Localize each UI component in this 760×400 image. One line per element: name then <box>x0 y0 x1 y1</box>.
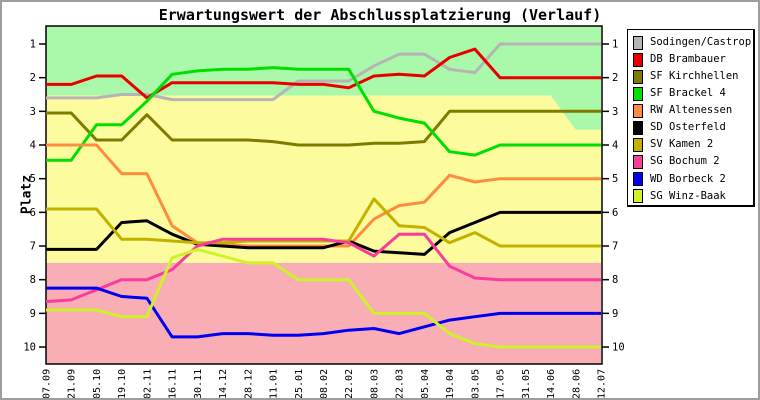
legend-label: DB Brambauer <box>650 52 726 65</box>
y-tick-label-right: 9 <box>612 308 618 320</box>
legend-label: SG Bochum 2 <box>650 155 720 168</box>
y-tick-label-right: 7 <box>612 241 618 253</box>
legend-item-sd-osterfeld: SD Osterfeld <box>628 119 753 136</box>
x-tick-label-02-11: 02.11 <box>142 369 153 398</box>
plot-frame <box>45 25 603 365</box>
y-tick-label-left: 1 <box>30 39 36 51</box>
legend-label: WD Borbeck 2 <box>650 172 726 185</box>
y-tick-label-left: 4 <box>30 140 36 152</box>
legend-item-sf-kirchhellen: SF Kirchhellen <box>628 68 753 85</box>
series-line-sodingen-castrop-2 <box>46 42 601 102</box>
x-tick-label-21-09: 21.09 <box>67 369 78 398</box>
legend-item-wd-borbeck-2: WD Borbeck 2 <box>628 171 753 188</box>
y-tick-label-left: 5 <box>30 173 36 185</box>
legend-item-sg-winz-baak: SG Winz-Baak <box>628 188 753 205</box>
legend-label: SD Osterfeld <box>650 121 726 134</box>
legend-item-sf-brackel-4: SF Brackel 4 <box>628 85 753 102</box>
legend-label: RW Altenessen <box>650 104 733 117</box>
legend-swatch-rw-altenessen <box>633 103 643 118</box>
legend-swatch-wd-borbeck-2 <box>633 172 643 187</box>
y-tick-label-right: 1 <box>612 39 618 51</box>
y-tick-label-left: 9 <box>30 308 36 320</box>
y-tick-label-right: 2 <box>612 72 618 84</box>
x-tick-label-14-06: 14.06 <box>546 369 557 398</box>
y-tick-label-right: 3 <box>612 106 618 118</box>
series-line-db-brambauer <box>46 47 601 100</box>
legend-label: SF Brackel 4 <box>650 87 726 100</box>
x-tick-label-30-11: 30.11 <box>193 369 204 398</box>
legend-item-sodingen-castrop-2: Sodingen/Castrop 2 <box>628 34 758 51</box>
y-tick-label-right: 6 <box>612 207 618 219</box>
legend-swatch-sf-brackel-4 <box>633 86 643 101</box>
series-line-sf-brackel-4 <box>46 66 601 162</box>
series-line-sv-kamen-2 <box>46 197 601 248</box>
series-line-sf-kirchhellen <box>46 109 601 147</box>
y-tick-label-left: 2 <box>30 72 36 84</box>
legend-swatch-sv-kamen-2 <box>633 138 643 153</box>
midtable-zone-yellow <box>46 95 601 263</box>
x-tick-label-28-12: 28.12 <box>243 369 254 398</box>
y-tick-label-right: 8 <box>612 274 618 286</box>
series-line-sg-bochum-2 <box>45 232 601 304</box>
y-tick-label-left: 3 <box>30 106 36 118</box>
x-tick-label-07-09: 07.09 <box>42 369 53 398</box>
legend-item-rw-altenessen: RW Altenessen <box>628 102 753 119</box>
x-tick-label-05-10: 05.10 <box>92 369 103 398</box>
x-tick-label-12-07: 12.07 <box>597 369 608 398</box>
legend-label: SV Kamen 2 <box>650 138 714 151</box>
x-tick-label-17-05: 17.05 <box>496 369 507 398</box>
legend-swatch-sf-kirchhellen <box>633 69 643 84</box>
legend-label: SG Winz-Baak <box>650 189 726 202</box>
series-line-sg-winz-baak <box>46 247 601 349</box>
x-tick-label-16-11: 16.11 <box>168 369 179 398</box>
legend-item-sg-bochum-2: SG Bochum 2 <box>628 154 753 171</box>
legend-box: Sodingen/Castrop 2 DB Brambauer SF Kirchhe… <box>627 29 758 207</box>
x-tick-label-08-02: 08.02 <box>319 369 330 398</box>
y-tick-label-left: 10 <box>23 342 36 354</box>
legend-label: Sodingen/Castrop 2 <box>650 35 760 48</box>
x-tick-label-05-04: 05.04 <box>420 369 431 398</box>
legend-swatch-sodingen-castrop-2 <box>633 35 643 50</box>
series-line-rw-altenessen <box>46 143 601 248</box>
y-tick-label-left: 7 <box>30 241 36 253</box>
x-tick-label-28-06: 28.06 <box>571 369 582 398</box>
x-tick-label-19-04: 19.04 <box>445 369 456 398</box>
legend-swatch-sg-bochum-2 <box>633 155 643 170</box>
y-tick-label-right: 5 <box>612 173 618 185</box>
legend-swatch-sd-osterfeld <box>633 121 643 136</box>
x-tick-label-11-01: 11.01 <box>269 369 280 398</box>
x-tick-label-19-10: 19.10 <box>117 369 128 398</box>
legend-item-sv-kamen-2: SV Kamen 2 <box>628 137 753 154</box>
series-line-wd-borbeck-2 <box>46 286 601 339</box>
y-tick-label-right: 10 <box>612 342 625 354</box>
legend-item-db-brambauer: DB Brambauer <box>628 51 753 68</box>
y-tick-label-left: 8 <box>30 274 36 286</box>
legend-swatch-db-brambauer <box>633 52 643 67</box>
chart-title: Erwartungswert der Abschlussplatzierung … <box>158 6 602 24</box>
legend-label: SF Kirchhellen <box>650 69 739 82</box>
x-tick-label-22-03: 22.03 <box>395 369 406 398</box>
series-line-sd-osterfeld <box>46 210 601 256</box>
x-tick-label-22-02: 22.02 <box>344 369 355 398</box>
y-tick-label-left: 6 <box>30 207 36 219</box>
x-tick-label-08-03: 08.03 <box>370 369 381 398</box>
x-tick-label-31-05: 31.05 <box>521 369 532 398</box>
y-tick-label-right: 4 <box>612 140 618 152</box>
legend-swatch-sg-winz-baak <box>633 189 643 204</box>
x-tick-label-25-01: 25.01 <box>294 369 305 398</box>
x-tick-label-14-12: 14.12 <box>218 369 229 398</box>
x-tick-label-03-05: 03.05 <box>470 369 481 398</box>
